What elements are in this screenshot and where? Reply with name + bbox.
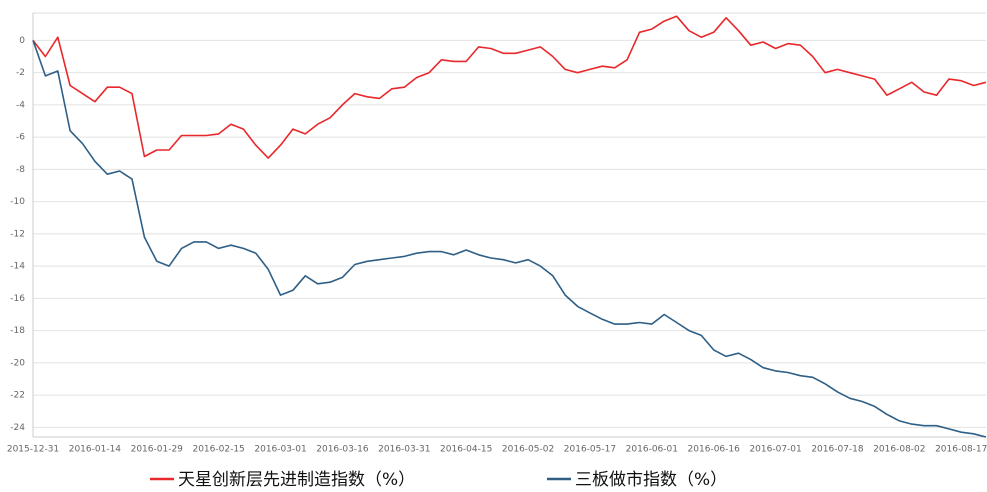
x-tick-label: 2016-07-01 [749,445,801,455]
x-tick-label: 2016-06-16 [688,445,741,455]
x-tick-label: 2016-07-18 [811,445,864,455]
y-tick-label: -24 [10,423,25,433]
y-tick-label: -12 [10,229,25,239]
y-tick-label: -16 [10,294,25,304]
x-tick-label: 2016-08-17 [935,445,987,455]
y-tick-label: -8 [16,165,25,175]
line-series [32,40,987,438]
x-tick-label: 2016-08-02 [873,445,925,455]
x-tick-label: 2016-06-01 [626,445,678,455]
x-tick-label: 2016-01-29 [131,445,184,455]
x-tick-label: 2016-03-31 [378,445,430,455]
x-tick-label: 2016-02-15 [192,445,244,455]
x-tick-label: 2016-05-02 [502,445,554,455]
y-tick-label: -22 [10,391,25,401]
x-tick-label: 2016-03-16 [316,445,369,455]
y-tick-label: 0 [19,36,25,46]
y-tick-label: -10 [10,197,25,207]
y-tick-label: -14 [10,262,25,272]
x-tick-label: 2016-04-15 [440,445,492,455]
y-tick-label: -6 [16,133,25,143]
x-tick-label: 2016-03-01 [254,445,306,455]
y-tick-label: -2 [16,68,25,78]
legend-label: 三板做市指数（%） [575,470,727,490]
x-tick-label: 2016-01-14 [69,445,122,455]
y-tick-label: -18 [10,326,25,336]
y-tick-label: -4 [16,100,25,110]
x-tick-label: 2016-05-17 [564,445,616,455]
legend-label: 天星创新层先进制造指数（%） [178,470,415,490]
x-tick-label: 2015-12-31 [7,445,59,455]
y-tick-label: -20 [10,358,25,368]
line-series [32,15,987,159]
